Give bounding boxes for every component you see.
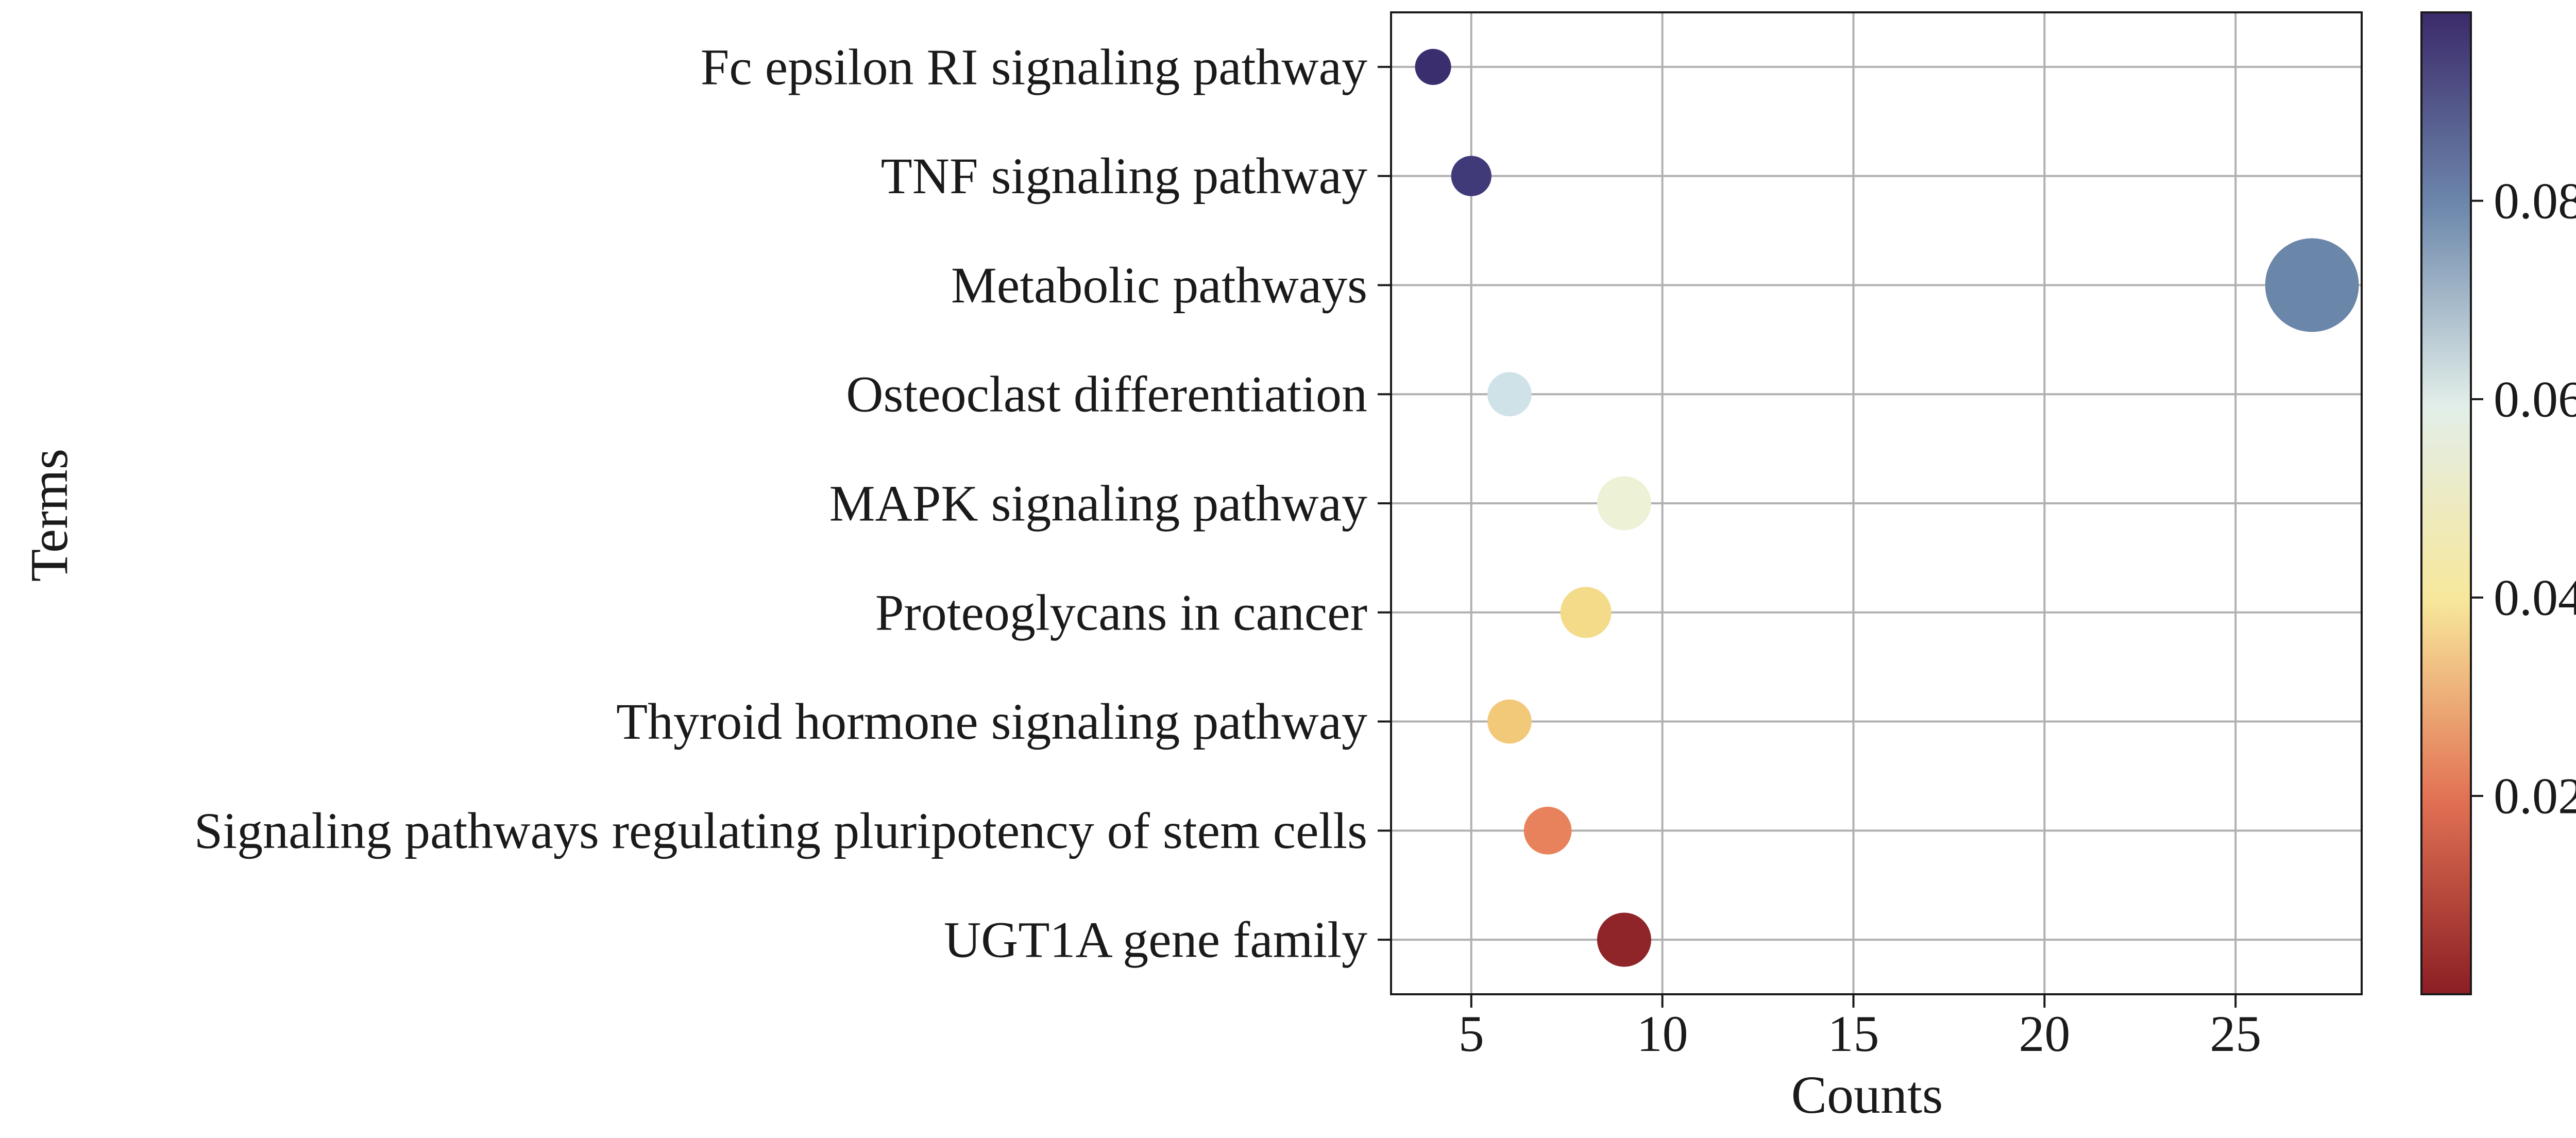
colorbar: 0.02 0.04 0.06 0.08	[2420, 11, 2576, 995]
y-tick-label: Thyroid hormone signaling pathway	[616, 693, 1367, 750]
y-tick-labels: Fc epsilon RI signaling pathway TNF signa…	[194, 38, 1367, 968]
colorbar-tick-label: 0.08	[2494, 172, 2576, 229]
plot-frame	[1390, 11, 2363, 995]
colorbar-gradient	[2420, 11, 2472, 995]
colorbar-tick-label: 0.06	[2494, 370, 2576, 428]
x-tick-label: 5	[1459, 1005, 1484, 1062]
x-tick-labels: 5 10 15 20 25	[1459, 1005, 2261, 1062]
y-tick-label: Osteoclast differentiation	[846, 366, 1367, 423]
y-tick-label: UGT1A gene family	[944, 911, 1367, 969]
x-tick-label: 10	[1637, 1005, 1688, 1062]
x-axis-label: Counts	[1791, 1065, 1943, 1125]
data-point	[1597, 912, 1651, 967]
data-point	[1560, 587, 1612, 638]
colorbar-tick-label: 0.04	[2494, 569, 2576, 626]
data-point	[1487, 699, 1532, 744]
y-tick-label: Signaling pathways regulating pluripoten…	[194, 802, 1367, 859]
grid-layer	[1378, 12, 2362, 1008]
data-point	[2265, 238, 2359, 332]
data-point	[1451, 156, 1492, 196]
y-tick-label: Proteoglycans in cancer	[875, 584, 1367, 641]
x-tick-label: 15	[1827, 1005, 1879, 1062]
y-tick-label: TNF signaling pathway	[881, 147, 1367, 205]
colorbar-tick-label: 0.02	[2494, 767, 2576, 824]
x-tick-label: 20	[2019, 1005, 2070, 1062]
data-point	[1415, 48, 1451, 85]
data-point	[1487, 372, 1532, 417]
data-point	[1597, 476, 1651, 531]
x-tick-label: 25	[2210, 1005, 2261, 1062]
colorbar-ticks: 0.02 0.04 0.06 0.08	[2471, 172, 2576, 824]
points-layer	[1415, 48, 2359, 967]
y-tick-label: Metabolic pathways	[951, 257, 1367, 314]
y-axis-label: Terms	[20, 449, 79, 582]
data-point	[1523, 807, 1572, 855]
y-tick-label: MAPK signaling pathway	[829, 475, 1367, 532]
y-tick-label: Fc epsilon RI signaling pathway	[701, 38, 1367, 95]
